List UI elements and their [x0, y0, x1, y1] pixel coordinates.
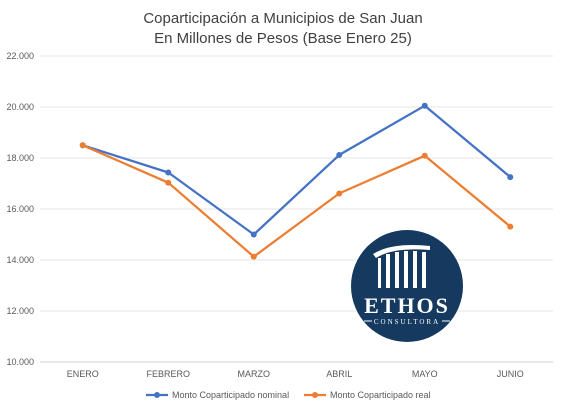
legend-swatch-marker	[154, 392, 160, 398]
logo-tagline: CONSULTORA	[374, 318, 440, 326]
data-point-nominal	[507, 174, 514, 181]
y-tick-label: 20.000	[6, 102, 34, 112]
series-line-real	[82, 144, 512, 258]
x-tick-label: JUNIO	[497, 369, 524, 379]
x-tick-label: ABRIL	[326, 369, 352, 379]
legend-label: Monto Coparticipado real	[330, 390, 431, 400]
chart-subtitle: En Millones de Pesos (Base Enero 25)	[154, 30, 412, 47]
y-axis: 10.000 12.000 14.000 16.000 18.000 20.000 22.0…	[6, 51, 34, 367]
x-tick-label: ENERO	[67, 369, 99, 379]
data-point-nominal	[250, 231, 257, 238]
legend-label: Monto Coparticipado nominal	[172, 390, 289, 400]
data-point-real	[165, 179, 172, 186]
legend: Monto Coparticipado nominal Monto Coparti…	[146, 390, 431, 400]
data-point-real	[250, 253, 257, 260]
series-line-nominal	[82, 104, 512, 236]
data-point-real	[507, 223, 514, 230]
y-tick-label: 12.000	[6, 306, 34, 316]
legend-swatch-marker	[312, 392, 318, 398]
logo-column	[395, 252, 399, 288]
logo-columns-icon	[373, 245, 430, 258]
series-lines	[79, 102, 514, 260]
logo-name: ETHOS	[364, 293, 450, 318]
ethos-logo: ETHOS CONSULTORA	[351, 230, 463, 342]
x-axis: ENERO FEBRERO MARZO ABRIL MAYO JUNIO	[67, 369, 524, 379]
logo-column	[386, 254, 390, 288]
y-tick-label: 14.000	[6, 255, 34, 265]
y-tick-label: 10.000	[6, 357, 34, 367]
data-point-real	[421, 152, 428, 159]
x-tick-label: MARZO	[238, 369, 271, 379]
logo-column	[422, 252, 426, 288]
data-point-real	[79, 142, 86, 149]
logo-column	[378, 258, 381, 288]
chart-title: Coparticipación a Municipios de San Juan	[143, 10, 422, 27]
data-point-nominal	[336, 151, 343, 158]
x-tick-label: FEBRERO	[146, 369, 190, 379]
x-tick-label: MAYO	[412, 369, 438, 379]
logo-column	[404, 251, 408, 288]
y-tick-label: 16.000	[6, 204, 34, 214]
y-tick-label: 22.000	[6, 51, 34, 61]
y-tick-label: 18.000	[6, 153, 34, 163]
gridlines	[40, 55, 553, 363]
data-point-nominal	[421, 102, 428, 109]
data-point-real	[336, 190, 343, 197]
logo-column	[413, 251, 417, 288]
data-point-nominal	[165, 169, 172, 176]
